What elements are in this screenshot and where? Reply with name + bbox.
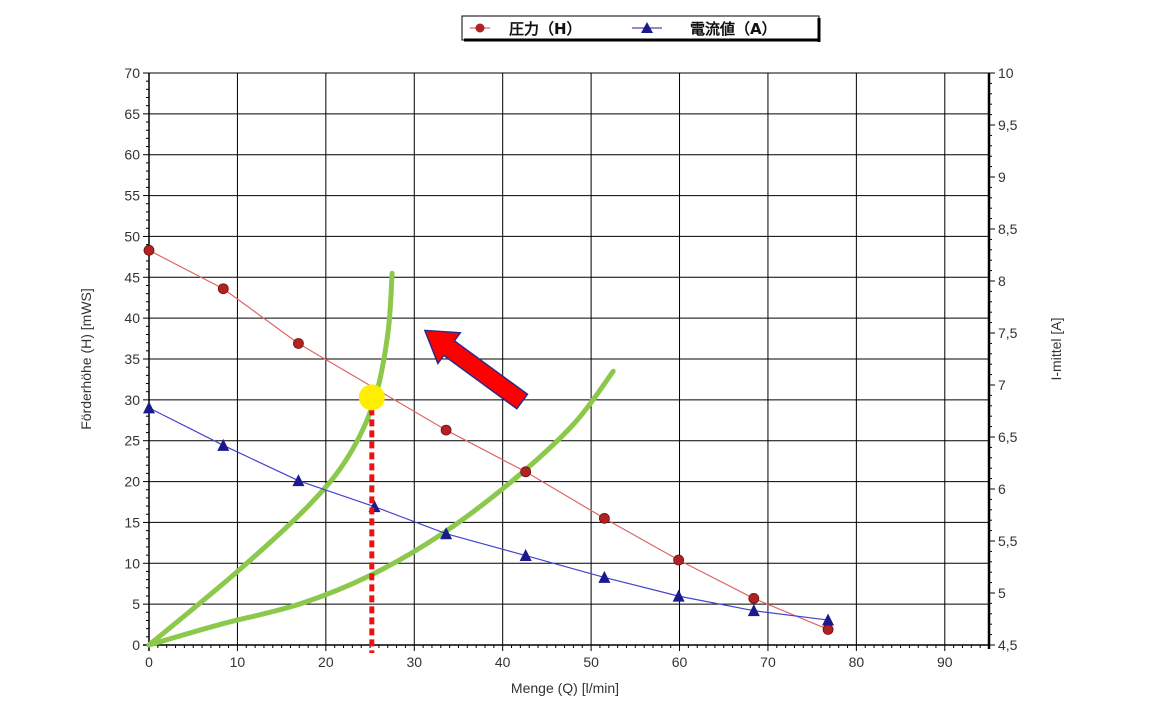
current-point <box>519 549 532 562</box>
y-tick-label: 5 <box>132 596 140 612</box>
x-tick-label: 20 <box>318 654 334 670</box>
current-point <box>747 604 760 617</box>
x-axis-title: Menge (Q) [l/min] <box>511 680 619 696</box>
pressure-point <box>598 512 610 524</box>
x-tick-label: 60 <box>672 654 688 670</box>
annotation-front-layer <box>358 329 529 653</box>
series-layer <box>143 244 835 635</box>
y2-axis-title: I-mittel [A] <box>1048 317 1064 380</box>
legend-marker-current <box>641 22 653 33</box>
x-tick-label: 70 <box>760 654 776 670</box>
current-point <box>598 570 611 583</box>
y2-tick-label: 5,5 <box>998 533 1018 549</box>
pressure-point <box>822 624 834 635</box>
legend-label-pressure: 圧力（H） <box>509 20 582 38</box>
y2-tick-label: 7,5 <box>998 325 1018 341</box>
pressure-point <box>673 554 685 566</box>
current-point <box>440 527 453 540</box>
y-tick-label: 30 <box>124 392 140 408</box>
x-tick-label: 90 <box>937 654 953 670</box>
y2-tick-label: 8 <box>998 273 1006 289</box>
x-tick-label: 10 <box>230 654 246 670</box>
current-point <box>143 401 155 414</box>
y-tick-label: 55 <box>124 188 140 204</box>
pressure-point <box>440 424 452 436</box>
current-point <box>217 438 230 451</box>
current-point <box>822 613 835 626</box>
y-tick-label: 60 <box>124 147 140 163</box>
y2-tick-label: 6 <box>998 481 1006 497</box>
series-line-2 <box>148 407 829 621</box>
y2-tick-label: 5 <box>998 585 1006 601</box>
legend: 圧力（H） 電流値（A） <box>461 15 821 42</box>
y2-tick-label: 10 <box>998 65 1014 81</box>
direction-arrow <box>423 329 529 410</box>
green-curve-gentle <box>146 368 616 648</box>
y-tick-label: 70 <box>124 65 140 81</box>
y2-tick-label: 9 <box>998 169 1006 185</box>
y-tick-label: 15 <box>124 514 140 530</box>
y-tick-label: 10 <box>124 555 140 571</box>
y2-tick-label: 8,5 <box>998 221 1018 237</box>
y2-tick-label: 9,5 <box>998 117 1018 133</box>
annotation-back-layer <box>146 270 616 648</box>
legend-label-current: 電流値（A） <box>690 20 777 38</box>
y2-tick-label: 4,5 <box>998 637 1018 653</box>
pressure-point <box>520 466 532 478</box>
y-tick-label: 45 <box>124 269 140 285</box>
operating-point <box>358 384 385 411</box>
x-tick-label: 40 <box>495 654 511 670</box>
y-tick-label: 20 <box>124 474 140 490</box>
pressure-point <box>143 244 155 256</box>
y-tick-label: 0 <box>132 637 140 653</box>
legend-marker-pressure <box>475 23 485 33</box>
grid-layer <box>149 73 989 645</box>
x-tick-label: 80 <box>849 654 865 670</box>
pressure-point <box>217 283 229 295</box>
y-tick-label: 65 <box>124 106 140 122</box>
x-tick-label: 0 <box>145 654 153 670</box>
y2-tick-label: 6,5 <box>998 429 1018 445</box>
pressure-point <box>748 593 760 604</box>
current-point <box>672 589 685 602</box>
pressure-point <box>293 338 304 349</box>
current-point <box>292 474 305 487</box>
y-tick-label: 35 <box>124 351 140 367</box>
x-tick-label: 30 <box>406 654 422 670</box>
y2-tick-label: 7 <box>998 377 1006 393</box>
y-tick-label: 40 <box>124 310 140 326</box>
green-curve-steep <box>146 270 395 648</box>
y-tick-label: 50 <box>124 228 140 244</box>
y-tick-label: 25 <box>124 433 140 449</box>
y-axis-title: Förderhöhe (H) [mWS] <box>78 288 94 430</box>
x-tick-label: 50 <box>583 654 599 670</box>
